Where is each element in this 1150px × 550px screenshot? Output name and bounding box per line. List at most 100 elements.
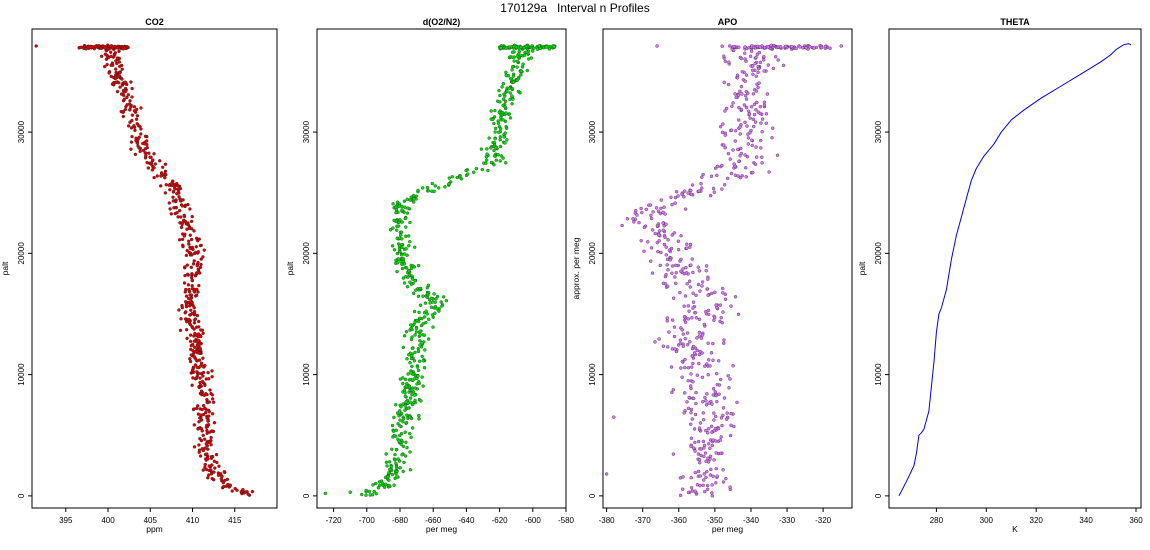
data-point: [144, 154, 148, 158]
data-point: [104, 57, 109, 61]
data-point: [118, 71, 122, 75]
data-point: [203, 383, 207, 388]
data-point: [498, 144, 503, 149]
data-point: [196, 426, 200, 431]
data-point: [485, 147, 489, 151]
data-point: [420, 341, 424, 345]
data-point: [737, 159, 741, 164]
data-point: [210, 375, 214, 379]
data-point: [519, 45, 523, 49]
data-point: [443, 185, 447, 189]
data-point: [421, 359, 425, 363]
y-tick-label: 20000: [874, 242, 883, 265]
data-point: [760, 155, 764, 159]
data-point: [693, 440, 697, 445]
data-point: [689, 411, 693, 415]
data-point: [193, 312, 197, 316]
data-point: [491, 117, 495, 122]
data-point: [174, 206, 178, 210]
data-point: [423, 315, 427, 319]
data-point: [721, 291, 725, 295]
data-point: [183, 203, 187, 207]
data-point: [708, 473, 713, 477]
data-point: [185, 263, 189, 267]
data-point: [233, 486, 237, 491]
data-point: [726, 374, 730, 378]
data-point: [649, 213, 653, 218]
data-point: [725, 411, 729, 415]
data-point: [659, 206, 663, 211]
data-point: [712, 318, 716, 322]
data-point: [188, 322, 192, 327]
data-point: [698, 461, 702, 465]
data-point: [508, 116, 513, 120]
data-point: [716, 426, 721, 431]
data-point: [634, 208, 638, 213]
data-point: [407, 269, 411, 273]
data-point: [700, 280, 705, 284]
data-point: [723, 109, 727, 113]
data-point: [164, 183, 168, 187]
data-point: [381, 481, 385, 485]
data-point: [412, 200, 416, 204]
data-point: [698, 421, 703, 425]
data-point: [418, 343, 422, 347]
data-point: [207, 473, 211, 477]
data-point: [770, 136, 774, 140]
data-point: [418, 303, 423, 307]
data-point: [405, 211, 410, 215]
data-point: [120, 77, 124, 81]
data-point: [402, 334, 407, 338]
data-point: [749, 49, 754, 53]
data-point: [203, 406, 207, 410]
data-point: [187, 304, 192, 308]
data-point: [753, 120, 758, 124]
data-point: [753, 162, 758, 166]
data-point: [408, 240, 412, 244]
x-tick-label: -330: [779, 516, 796, 525]
data-point: [139, 132, 143, 136]
data-point: [177, 238, 182, 242]
data-point: [703, 395, 707, 400]
data-point: [408, 280, 412, 284]
data-point: [400, 262, 404, 266]
data-point: [503, 105, 507, 109]
data-point: [405, 285, 410, 289]
data-point: [186, 272, 190, 276]
data-point: [125, 95, 129, 100]
data-point: [732, 424, 736, 429]
data-point: [657, 233, 661, 237]
data-point: [109, 50, 113, 54]
data-point: [188, 300, 193, 304]
data-point: [426, 283, 431, 287]
data-point: [672, 231, 676, 235]
data-point: [706, 341, 710, 345]
data-point: [499, 46, 503, 50]
data-point: [695, 348, 699, 353]
data-point: [665, 263, 669, 267]
data-point: [729, 423, 733, 427]
data-point: [413, 333, 417, 337]
data-point: [759, 146, 763, 150]
data-point: [412, 393, 417, 397]
data-point: [185, 336, 189, 341]
data-point: [170, 181, 174, 185]
data-point: [672, 325, 677, 329]
data-point: [748, 54, 753, 58]
data-point: [722, 143, 726, 147]
data-point: [400, 220, 404, 224]
data-point: [736, 147, 740, 152]
data-point: [735, 400, 739, 405]
data-point: [423, 301, 428, 305]
data-point: [686, 304, 690, 308]
data-point: [683, 207, 688, 211]
data-point: [728, 485, 732, 489]
data-point: [743, 51, 747, 55]
data-point: [724, 417, 729, 421]
data-point: [194, 337, 198, 341]
panel-co2: CO2 395 400 405 410 415 0 10000 20000 30000 ppm pal…: [0, 17, 278, 534]
data-point: [408, 450, 412, 454]
data-point: [516, 89, 521, 94]
data-point: [414, 288, 418, 292]
data-point: [705, 392, 709, 396]
